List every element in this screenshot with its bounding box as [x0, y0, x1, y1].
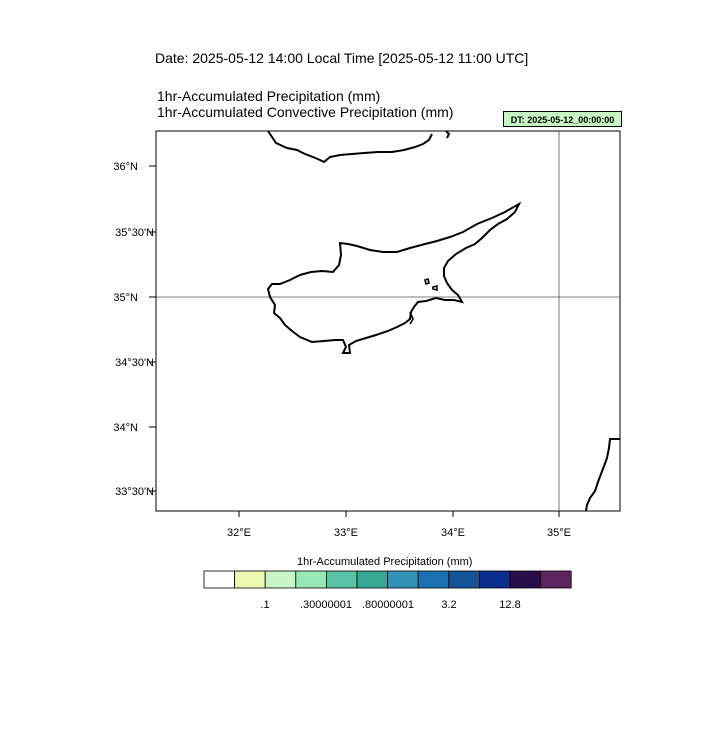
dt-badge: DT: 2025-05-12_00:00:00	[503, 111, 622, 127]
colorbar-label: .30000001	[300, 599, 352, 611]
coastline-levant	[585, 438, 620, 512]
coastline-cyprus-islet	[424, 277, 438, 292]
coastline-cyprus-bay	[409, 311, 414, 325]
lat-label-33-30n: 33°30'N	[115, 486, 154, 498]
lat-label-34n: 34°N	[113, 422, 138, 434]
colorbar-box	[295, 570, 327, 589]
title-convective-precipitation: 1hr-Accumulated Convective Precipitation…	[157, 104, 454, 120]
coastline-turkey	[267, 130, 433, 164]
colorbar-label: .80000001	[362, 599, 414, 611]
colorbar-box	[264, 570, 297, 589]
date-title: Date: 2025-05-12 14:00 Local Time [2025-…	[155, 50, 529, 66]
colorbar	[203, 570, 572, 589]
lat-label-34-30n: 34°30'N	[115, 357, 154, 369]
coastline-cyprus	[266, 201, 522, 354]
colorbar-box	[478, 570, 511, 589]
title-precipitation: 1hr-Accumulated Precipitation (mm)	[157, 88, 381, 104]
lat-label-36n: 36°N	[113, 161, 138, 173]
colorbar-label: 12.8	[499, 599, 521, 611]
colorbar-label: 3.2	[441, 599, 457, 611]
colorbar-box	[448, 570, 480, 589]
colorbar-box	[509, 570, 542, 589]
lat-label-35n: 35°N	[113, 292, 138, 304]
lat-label-35-30n: 35°30'N	[115, 227, 154, 239]
colorbar-box	[356, 570, 389, 589]
lon-axis: 32°E 33°E 34°E 35°E	[227, 511, 571, 539]
colorbar-box	[387, 570, 419, 589]
lon-label-35e: 35°E	[547, 527, 571, 539]
colorbar-box	[203, 570, 236, 589]
lat-axis: 36°N 35°30'N 35°N 34°30'N 34°N 33°30'N	[113, 161, 156, 498]
map-frame	[155, 130, 621, 512]
colorbar-label: .1	[260, 599, 270, 611]
colorbar-box	[325, 570, 358, 589]
coastline-turkey-islet	[445, 130, 451, 139]
colorbar-box	[540, 570, 572, 589]
lon-label-32e: 32°E	[227, 527, 251, 539]
colorbar-box	[417, 570, 450, 589]
lon-label-34e: 34°E	[441, 527, 465, 539]
colorbar-box	[234, 570, 266, 589]
colorbar-title: 1hr-Accumulated Precipitation (mm)	[297, 556, 473, 568]
lon-label-33e: 33°E	[334, 527, 358, 539]
